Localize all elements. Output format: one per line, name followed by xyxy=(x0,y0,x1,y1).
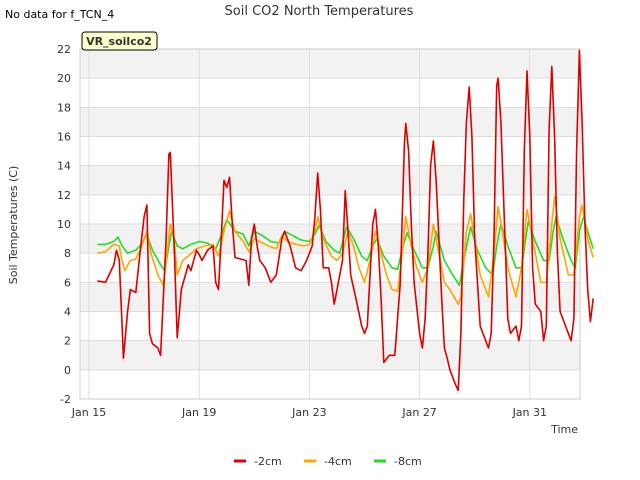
legend-item: -8cm xyxy=(374,455,422,468)
plot-frame xyxy=(79,48,581,400)
plot-band xyxy=(80,78,580,108)
legend: -2cm -4cm -8cm xyxy=(234,455,422,468)
legend-label: -4cm xyxy=(324,455,352,468)
plot-band xyxy=(80,282,580,312)
series-lines xyxy=(97,49,594,392)
y-tick-label: 2 xyxy=(64,335,71,348)
x-axis-label: Time xyxy=(550,423,578,436)
chart-title: Soil CO2 North Temperatures xyxy=(225,4,414,19)
site-badge-label: VR_soilco2 xyxy=(86,35,152,48)
y-tick-label: 10 xyxy=(57,218,71,231)
series-line--2cm xyxy=(97,49,594,392)
legend-item: -2cm xyxy=(234,455,282,468)
plot-band xyxy=(80,311,580,341)
y-tick-label: 0 xyxy=(64,364,71,377)
x-tick-label: Jan 23 xyxy=(291,406,326,419)
x-tick-label: Jan 15 xyxy=(71,406,106,419)
no-data-note: No data for f_TCN_4 xyxy=(5,8,115,21)
y-tick-label: 8 xyxy=(64,247,71,260)
y-tick-label: 16 xyxy=(57,131,71,144)
legend-label: -2cm xyxy=(254,455,282,468)
y-axis-ticks: -2 0 2 4 6 8 10 12 14 16 18 20 22 xyxy=(57,43,71,406)
x-axis-ticks: Jan 15 Jan 19 Jan 23 Jan 27 Jan 31 xyxy=(71,406,547,419)
plot-band xyxy=(80,136,580,166)
y-tick-label: -2 xyxy=(60,393,71,406)
y-tick-label: 18 xyxy=(57,101,71,114)
y-tick-label: 14 xyxy=(57,160,71,173)
y-tick-label: 6 xyxy=(64,276,71,289)
plot-band xyxy=(80,165,580,195)
y-tick-label: 12 xyxy=(57,189,71,202)
plot-band xyxy=(80,49,580,79)
legend-item: -4cm xyxy=(304,455,352,468)
legend-label: -8cm xyxy=(394,455,422,468)
y-tick-label: 4 xyxy=(64,306,71,319)
y-axis-label: Soil Temperatures (C) xyxy=(7,166,20,285)
y-tick-label: 22 xyxy=(57,43,71,56)
plot-band xyxy=(80,107,580,137)
plot-band xyxy=(80,369,580,399)
y-tick-label: 20 xyxy=(57,72,71,85)
site-badge: VR_soilco2 xyxy=(81,31,158,51)
x-tick-label: Jan 27 xyxy=(401,406,436,419)
plot-band xyxy=(80,340,580,370)
x-tick-label: Jan 19 xyxy=(181,406,216,419)
x-tick-label: Jan 31 xyxy=(512,406,547,419)
